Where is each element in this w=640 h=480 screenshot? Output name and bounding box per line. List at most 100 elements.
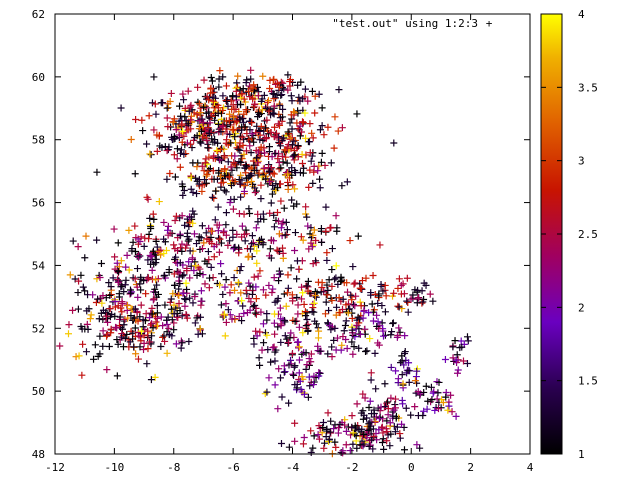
data-point [259, 210, 267, 218]
colorbar-tick-label: 2 [578, 301, 585, 314]
data-point [288, 125, 296, 133]
data-point [309, 231, 317, 239]
data-point [302, 349, 310, 357]
data-point [360, 306, 368, 314]
data-point [133, 265, 141, 273]
data-point [83, 320, 91, 328]
data-point [358, 277, 366, 285]
data-point [99, 342, 107, 350]
data-point [271, 381, 279, 389]
data-point [291, 381, 299, 389]
colorbar-tick-label: 2.5 [578, 228, 598, 241]
data-point [316, 347, 324, 355]
data-point [338, 124, 346, 132]
data-point [229, 92, 237, 100]
data-point [242, 147, 250, 155]
data-point [210, 253, 218, 261]
data-point [328, 343, 336, 351]
data-point [323, 427, 331, 435]
data-point [246, 210, 254, 218]
data-point [192, 174, 200, 182]
data-point [99, 292, 107, 300]
data-point [140, 339, 148, 347]
data-point [136, 343, 144, 351]
data-point [337, 278, 345, 286]
data-point [181, 302, 189, 310]
data-point [326, 224, 334, 232]
data-point [274, 217, 282, 225]
data-point [349, 300, 357, 308]
data-point [234, 278, 242, 286]
data-point [202, 172, 210, 180]
data-point [186, 140, 194, 148]
data-point [83, 307, 91, 315]
data-point [159, 333, 167, 341]
data-point [225, 173, 233, 181]
data-point [334, 127, 342, 135]
data-point [240, 309, 248, 317]
data-point [330, 144, 338, 152]
data-point [274, 120, 282, 128]
data-point [196, 109, 204, 117]
data-point [205, 113, 213, 121]
data-point [165, 268, 173, 276]
data-point [341, 322, 349, 330]
data-point [291, 229, 299, 237]
data-point [178, 240, 186, 248]
data-point [195, 237, 203, 245]
data-point [295, 93, 303, 101]
data-point [129, 335, 137, 343]
data-point [363, 347, 371, 355]
data-point [266, 84, 274, 92]
data-point [160, 235, 168, 243]
data-point [271, 310, 279, 318]
data-point [379, 332, 387, 340]
data-point [428, 396, 436, 404]
data-point [332, 443, 340, 451]
data-point [258, 95, 266, 103]
data-point [237, 100, 245, 108]
data-point [173, 155, 181, 163]
data-point [210, 194, 218, 202]
data-point [375, 292, 383, 300]
data-point [229, 226, 237, 234]
data-point [203, 170, 211, 178]
data-point [153, 243, 161, 251]
data-point [241, 237, 249, 245]
data-point [112, 323, 120, 331]
data-point [375, 415, 383, 423]
data-point [210, 175, 218, 183]
data-point [254, 272, 262, 280]
data-point [247, 66, 255, 74]
data-point [219, 229, 227, 237]
data-point [296, 377, 304, 385]
data-point [373, 311, 381, 319]
data-point [113, 336, 121, 344]
data-point [416, 390, 424, 398]
data-point [75, 277, 83, 285]
data-point [222, 209, 230, 217]
data-point [310, 162, 318, 170]
x-tick-label: -2 [345, 461, 358, 474]
data-point [176, 102, 184, 110]
data-point [376, 413, 384, 421]
data-point [271, 133, 279, 141]
data-point [197, 301, 205, 309]
data-point [197, 127, 205, 135]
data-point [335, 294, 343, 302]
data-point [238, 123, 246, 131]
data-point [163, 104, 171, 112]
data-point [231, 243, 239, 251]
data-point [214, 203, 222, 211]
data-point [278, 393, 286, 401]
data-point [107, 329, 115, 337]
data-point [77, 322, 85, 330]
data-point [309, 304, 317, 312]
data-point [255, 169, 263, 177]
data-point [240, 95, 248, 103]
data-point [230, 158, 238, 166]
data-point [255, 109, 263, 117]
data-point [151, 373, 159, 381]
data-point [81, 254, 89, 262]
